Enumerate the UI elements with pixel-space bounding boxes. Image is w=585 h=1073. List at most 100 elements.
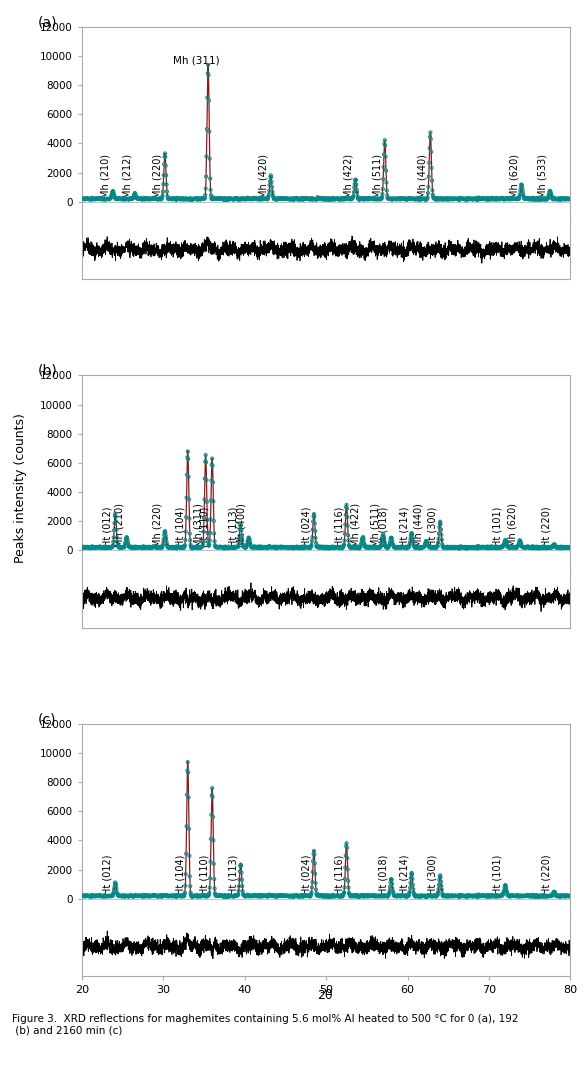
Point bbox=[428, 887, 437, 905]
Point bbox=[331, 887, 340, 905]
Point bbox=[507, 190, 516, 207]
Point bbox=[237, 521, 246, 539]
Point bbox=[194, 887, 203, 905]
Point bbox=[338, 888, 347, 906]
Point bbox=[371, 539, 380, 556]
Point bbox=[358, 887, 367, 905]
Point bbox=[446, 190, 456, 207]
Point bbox=[307, 190, 316, 207]
Point bbox=[185, 848, 194, 865]
Point bbox=[363, 191, 372, 208]
Point bbox=[130, 887, 139, 905]
Point bbox=[100, 190, 109, 207]
Point bbox=[430, 887, 439, 905]
Point bbox=[350, 886, 359, 903]
Point bbox=[253, 539, 262, 556]
Point bbox=[548, 885, 558, 902]
Point bbox=[450, 190, 459, 207]
Point bbox=[136, 190, 145, 207]
Point bbox=[194, 190, 204, 207]
Point bbox=[212, 539, 221, 556]
Point bbox=[531, 539, 540, 556]
Point bbox=[280, 190, 290, 207]
Text: Mh (440): Mh (440) bbox=[414, 503, 424, 546]
Point bbox=[294, 190, 303, 207]
Point bbox=[345, 538, 355, 555]
Point bbox=[95, 539, 104, 556]
Point bbox=[315, 539, 324, 556]
Point bbox=[196, 190, 205, 207]
Point bbox=[355, 539, 364, 556]
Point bbox=[135, 190, 144, 207]
Point bbox=[290, 887, 300, 905]
Point bbox=[476, 191, 485, 208]
Point bbox=[105, 887, 114, 905]
Point bbox=[327, 887, 336, 905]
Point bbox=[171, 191, 180, 208]
Point bbox=[369, 191, 378, 208]
Point bbox=[461, 539, 470, 556]
Point bbox=[370, 539, 379, 556]
Point bbox=[232, 887, 242, 905]
Point bbox=[487, 538, 497, 555]
Point bbox=[195, 539, 204, 556]
Point bbox=[331, 191, 340, 208]
Point bbox=[464, 887, 474, 905]
Point bbox=[550, 883, 559, 900]
Point bbox=[519, 190, 529, 207]
Point bbox=[366, 190, 375, 207]
Point bbox=[324, 190, 333, 207]
Point bbox=[115, 538, 124, 555]
Point bbox=[161, 530, 171, 547]
Point bbox=[366, 539, 375, 556]
Point bbox=[374, 191, 383, 208]
Point bbox=[294, 887, 304, 905]
Point bbox=[326, 539, 336, 556]
Point bbox=[560, 540, 569, 557]
Point bbox=[312, 191, 322, 208]
Point bbox=[316, 887, 326, 905]
Point bbox=[144, 539, 154, 556]
Point bbox=[377, 535, 386, 553]
Point bbox=[504, 539, 514, 556]
Point bbox=[415, 539, 425, 556]
Point bbox=[288, 191, 297, 208]
Point bbox=[381, 162, 391, 179]
Point bbox=[217, 887, 226, 905]
Point bbox=[229, 191, 239, 208]
Point bbox=[438, 190, 448, 207]
Point bbox=[84, 539, 94, 556]
Point bbox=[435, 190, 444, 207]
Point bbox=[137, 540, 147, 557]
Point bbox=[256, 191, 265, 208]
Point bbox=[277, 191, 286, 208]
Point bbox=[446, 886, 455, 903]
Point bbox=[481, 191, 490, 208]
Point bbox=[290, 887, 299, 905]
Point bbox=[506, 539, 515, 556]
Point bbox=[205, 532, 215, 549]
Point bbox=[132, 887, 142, 905]
Point bbox=[185, 878, 195, 895]
Text: Peaks intensity (counts): Peaks intensity (counts) bbox=[14, 413, 27, 563]
Point bbox=[479, 886, 488, 903]
Point bbox=[326, 887, 336, 905]
Point bbox=[273, 887, 283, 905]
Text: 2θ: 2θ bbox=[317, 989, 332, 1002]
Point bbox=[506, 191, 515, 208]
Point bbox=[325, 540, 335, 557]
Point bbox=[239, 886, 249, 903]
Point bbox=[563, 539, 573, 556]
Point bbox=[253, 191, 263, 208]
Point bbox=[219, 539, 229, 556]
Point bbox=[418, 539, 428, 556]
Point bbox=[560, 191, 569, 208]
Point bbox=[212, 887, 221, 905]
Point bbox=[312, 886, 322, 903]
Point bbox=[325, 888, 335, 906]
Point bbox=[559, 190, 569, 207]
Point bbox=[375, 539, 384, 556]
Point bbox=[500, 190, 510, 207]
Point bbox=[266, 539, 275, 556]
Point bbox=[446, 539, 456, 556]
